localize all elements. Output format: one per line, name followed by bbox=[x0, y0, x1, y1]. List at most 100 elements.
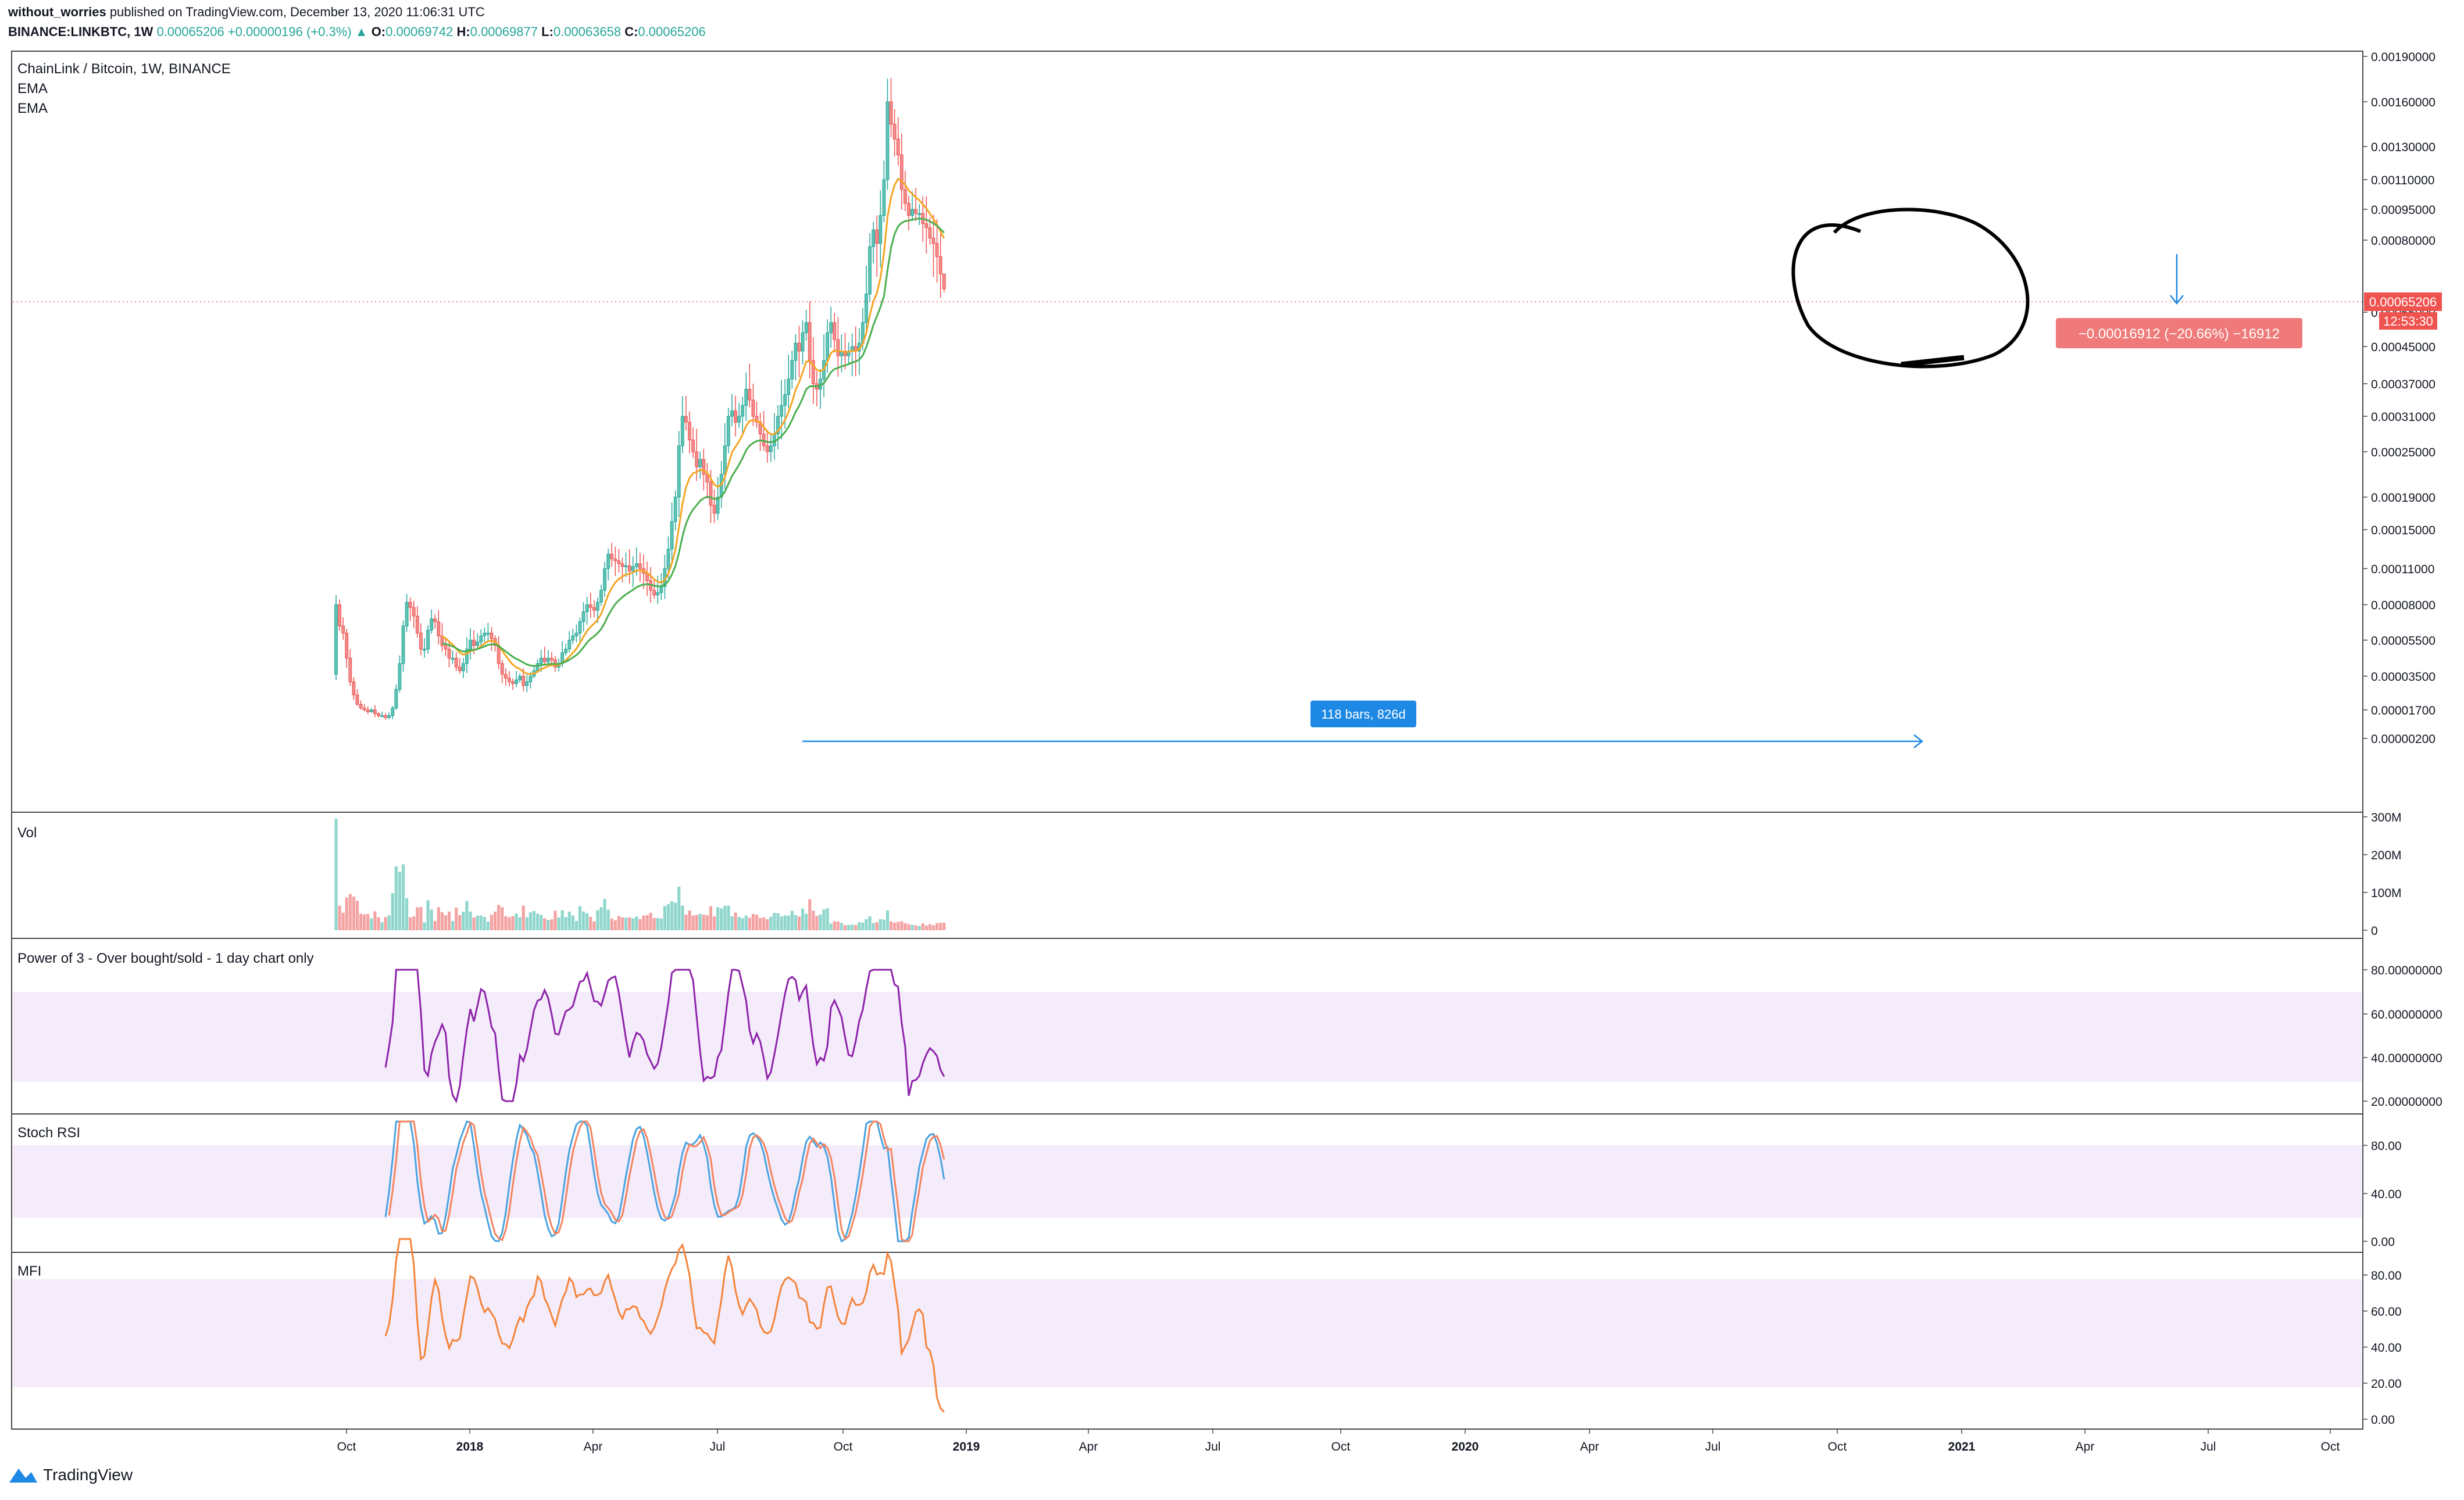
price-axis[interactable]: 0.00190000 0.00160000 0.00130000 0.00110000… bbox=[2363, 51, 2436, 746]
volume-bar bbox=[904, 923, 907, 930]
current-price-tag-text: 0.00065206 bbox=[2369, 295, 2437, 309]
hand-drawn-circle[interactable] bbox=[1791, 208, 2030, 369]
volume-bar bbox=[574, 921, 578, 930]
footer-brand[interactable]: TradingView bbox=[43, 1466, 133, 1484]
date-range-arrow[interactable] bbox=[802, 734, 1924, 748]
volume-bar bbox=[865, 919, 868, 930]
volume-bar bbox=[709, 906, 713, 930]
footer: TradingView bbox=[8, 1465, 133, 1485]
candle-body bbox=[377, 713, 380, 716]
candle-body bbox=[910, 209, 914, 216]
candle-body bbox=[599, 590, 603, 603]
volume-bar bbox=[720, 908, 723, 930]
volume-bar bbox=[759, 917, 762, 930]
candle-body bbox=[585, 604, 589, 612]
volume-bar bbox=[494, 912, 497, 930]
volume-bar bbox=[674, 902, 677, 930]
candle-body bbox=[500, 663, 504, 675]
volume-bar bbox=[479, 915, 483, 930]
price-tick-label: 0.00130000 bbox=[2371, 141, 2436, 154]
candle-body bbox=[515, 679, 518, 684]
volume-bar bbox=[564, 917, 567, 930]
price-tick-label: 0.00110000 bbox=[2371, 174, 2434, 187]
price-tick-label: 0.00025000 bbox=[2371, 446, 2436, 459]
candle-body bbox=[726, 416, 730, 447]
candle-body bbox=[603, 568, 606, 591]
candle-body bbox=[525, 681, 529, 686]
low-label: L: bbox=[541, 24, 553, 39]
pane-tick-label: 80.00 bbox=[2371, 1140, 2402, 1153]
volume-bar bbox=[451, 921, 455, 930]
volume-bar bbox=[540, 915, 543, 930]
volume-bar bbox=[843, 925, 847, 930]
volume-bar bbox=[469, 911, 472, 930]
change-value: +0.00000196 (+0.3%) bbox=[227, 24, 352, 39]
volume-bar bbox=[889, 921, 893, 930]
candle-body bbox=[334, 604, 338, 675]
measure-arrow-down-icon[interactable] bbox=[2170, 254, 2184, 305]
volume-bar bbox=[589, 917, 592, 930]
time-tick-label: Apr bbox=[584, 1440, 603, 1453]
candle-body bbox=[942, 273, 946, 290]
volume-bar bbox=[875, 922, 879, 930]
volume-bar bbox=[338, 905, 341, 930]
time-axis[interactable]: Oct 2018 Apr Jul Oct 2019 Apr Jul Oct 2020 Apr Jul O… bbox=[337, 1429, 2340, 1453]
volume-bar bbox=[355, 901, 359, 930]
volume-bar bbox=[688, 910, 691, 930]
volume-bar bbox=[462, 912, 465, 930]
volume-bar bbox=[893, 922, 897, 930]
volume-bar bbox=[547, 920, 550, 930]
current-price-tag bbox=[2364, 292, 2442, 311]
volume-bar bbox=[766, 919, 769, 930]
volume-bar bbox=[483, 917, 486, 930]
volume-bar bbox=[472, 917, 476, 930]
candle-body bbox=[401, 626, 405, 664]
volume-bar bbox=[826, 908, 829, 930]
volume-bar bbox=[416, 907, 419, 930]
volume-bar bbox=[642, 915, 645, 930]
candle-body bbox=[447, 649, 451, 659]
candle-body bbox=[451, 658, 455, 660]
power3-line bbox=[384, 969, 945, 1103]
volume-bar bbox=[748, 917, 751, 930]
volume-bar bbox=[532, 910, 536, 930]
candle-body bbox=[931, 237, 935, 244]
candle-body bbox=[352, 681, 356, 695]
volume-bar bbox=[695, 915, 698, 930]
candle-body bbox=[652, 590, 656, 595]
price-tick-label: 0.00005500 bbox=[2371, 634, 2436, 648]
volume-bar bbox=[596, 910, 599, 930]
author-name[interactable]: without_worries bbox=[8, 5, 106, 19]
volume-bar bbox=[702, 915, 705, 930]
pane-tick-label: 80.00 bbox=[2371, 1269, 2402, 1283]
candle-body bbox=[437, 621, 441, 637]
legend-title: ChainLink / Bitcoin, 1W, BINANCE bbox=[17, 61, 231, 77]
volume-bar bbox=[380, 922, 384, 930]
symbol-label[interactable]: BINANCE:LINKBTC, 1W bbox=[8, 24, 153, 39]
time-tick-label: Oct bbox=[337, 1440, 356, 1453]
bars-label-box bbox=[1310, 701, 1416, 727]
candle-body bbox=[712, 505, 716, 514]
volume-bar bbox=[628, 917, 631, 930]
volume-bar bbox=[819, 915, 822, 930]
volume-bar bbox=[401, 864, 405, 930]
candle-body bbox=[564, 649, 568, 653]
volume-bar bbox=[571, 915, 574, 930]
volume-bar bbox=[815, 916, 819, 930]
candle-body bbox=[387, 715, 391, 718]
volume-bar bbox=[486, 922, 490, 930]
price-tick-label: 0.00190000 bbox=[2371, 51, 2436, 64]
volume-bar bbox=[783, 915, 787, 930]
volume-bar bbox=[712, 916, 716, 930]
candle-body bbox=[780, 405, 783, 417]
candle-body bbox=[578, 621, 582, 634]
candle-body bbox=[398, 663, 402, 690]
candle-body bbox=[341, 626, 345, 634]
candlesticks bbox=[334, 78, 946, 720]
candle-body bbox=[469, 640, 472, 649]
candle-body bbox=[684, 416, 688, 423]
candle-body bbox=[899, 154, 904, 190]
candle-body bbox=[666, 549, 670, 569]
candle-body bbox=[535, 663, 540, 672]
